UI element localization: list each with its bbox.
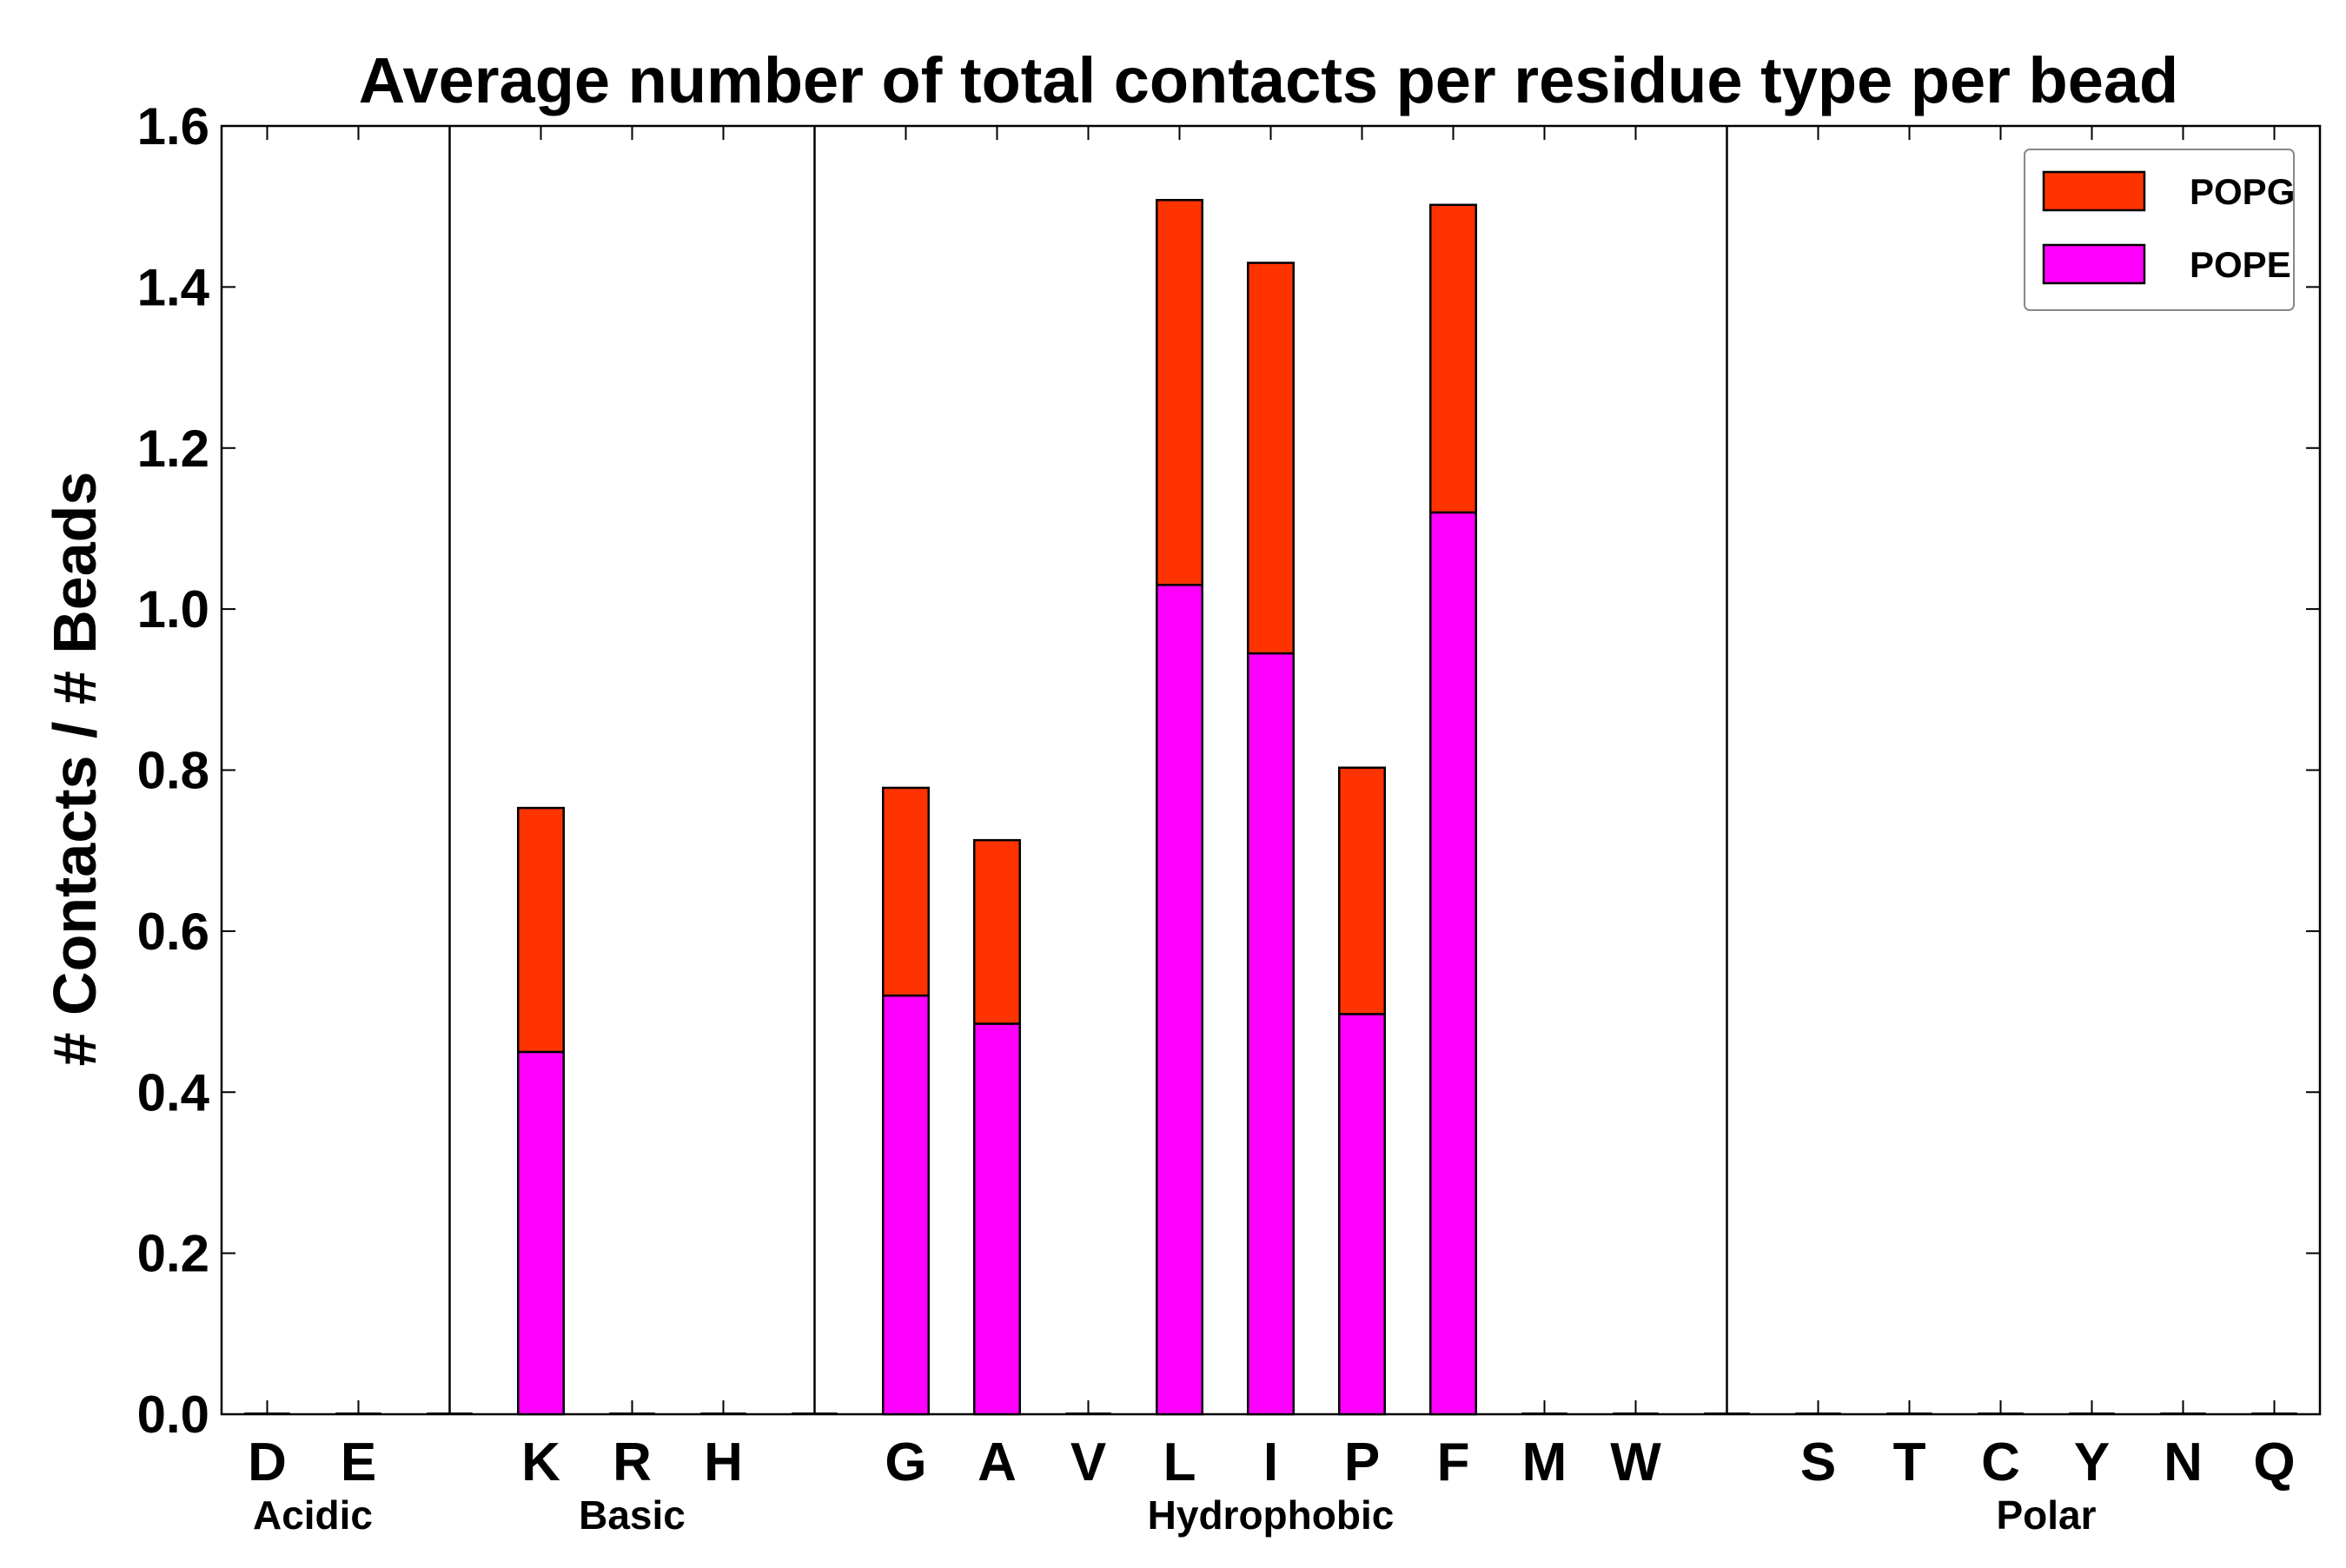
x-tick-label-P: P	[1344, 1432, 1380, 1492]
x-tick-label-H: H	[704, 1432, 743, 1492]
group-label-polar: Polar	[1996, 1492, 2096, 1538]
legend-swatch-popg	[2042, 170, 2146, 212]
chart-title: Average number of total contacts per res…	[359, 44, 2178, 116]
x-tick-label-W: W	[1610, 1432, 1661, 1492]
bar-popg-G	[882, 786, 930, 997]
group-label-acidic: Acidic	[253, 1492, 373, 1538]
bar-pope-K	[517, 1050, 565, 1416]
y-tick-label: 0.2	[137, 1225, 209, 1283]
x-tick-label-G: G	[885, 1432, 926, 1492]
bar-pope-L	[1156, 584, 1203, 1416]
x-tick-label-V: V	[1070, 1432, 1106, 1492]
x-tick-label-L: L	[1163, 1432, 1196, 1492]
bar-popg-F	[1429, 203, 1477, 514]
x-tick-label-M: M	[1522, 1432, 1567, 1492]
y-axis-label: # Contacts / # Beads	[41, 472, 109, 1067]
legend-label-popg: POPG	[2190, 171, 2295, 212]
x-tick-label-F: F	[1437, 1432, 1470, 1492]
x-tick-label-Q: Q	[2253, 1432, 2295, 1492]
bar-popg-L	[1156, 199, 1203, 586]
legend-label-pope: POPE	[2190, 244, 2291, 285]
y-tick-label: 1.0	[137, 580, 209, 638]
y-tick-label: 0.0	[137, 1386, 209, 1444]
x-tick-label-E: E	[341, 1432, 376, 1492]
bar-popg-P	[1338, 766, 1386, 1016]
bar-pope-I	[1247, 652, 1295, 1416]
x-tick-label-A: A	[978, 1432, 1017, 1492]
bar-pope-F	[1429, 511, 1477, 1416]
bar-popg-K	[517, 806, 565, 1054]
y-tick-label: 1.2	[137, 420, 209, 478]
x-tick-label-I: I	[1263, 1432, 1278, 1492]
bar-popg-I	[1247, 261, 1295, 655]
x-tick-label-D: D	[248, 1432, 287, 1492]
bar-popg-A	[973, 838, 1021, 1025]
y-tick-label: 1.6	[137, 97, 209, 155]
bar-pope-G	[882, 994, 930, 1416]
x-tick-label-N: N	[2164, 1432, 2203, 1492]
x-tick-label-S: S	[1800, 1432, 1836, 1492]
y-tick-label: 0.6	[137, 903, 209, 961]
bar-pope-A	[973, 1022, 1021, 1416]
x-tick-label-C: C	[1981, 1432, 2020, 1492]
y-tick-label: 0.8	[137, 742, 209, 800]
x-tick-label-R: R	[613, 1432, 652, 1492]
x-tick-label-K: K	[521, 1432, 560, 1492]
x-tick-label-T: T	[1893, 1432, 1926, 1492]
bar-pope-P	[1338, 1013, 1386, 1416]
legend-swatch-pope	[2042, 243, 2146, 285]
x-tick-label-Y: Y	[2074, 1432, 2110, 1492]
y-tick-label: 0.4	[137, 1063, 210, 1121]
group-label-basic: Basic	[579, 1492, 686, 1538]
group-label-hydrophobic: Hydrophobic	[1148, 1492, 1395, 1538]
plot-area: 0.0 0.2 0.4 0.6 0.8 1.0 1.2 1.4 1.6 D E K R H G A V L I P F M…	[137, 97, 2322, 1538]
y-tick-label: 1.4	[137, 258, 210, 316]
